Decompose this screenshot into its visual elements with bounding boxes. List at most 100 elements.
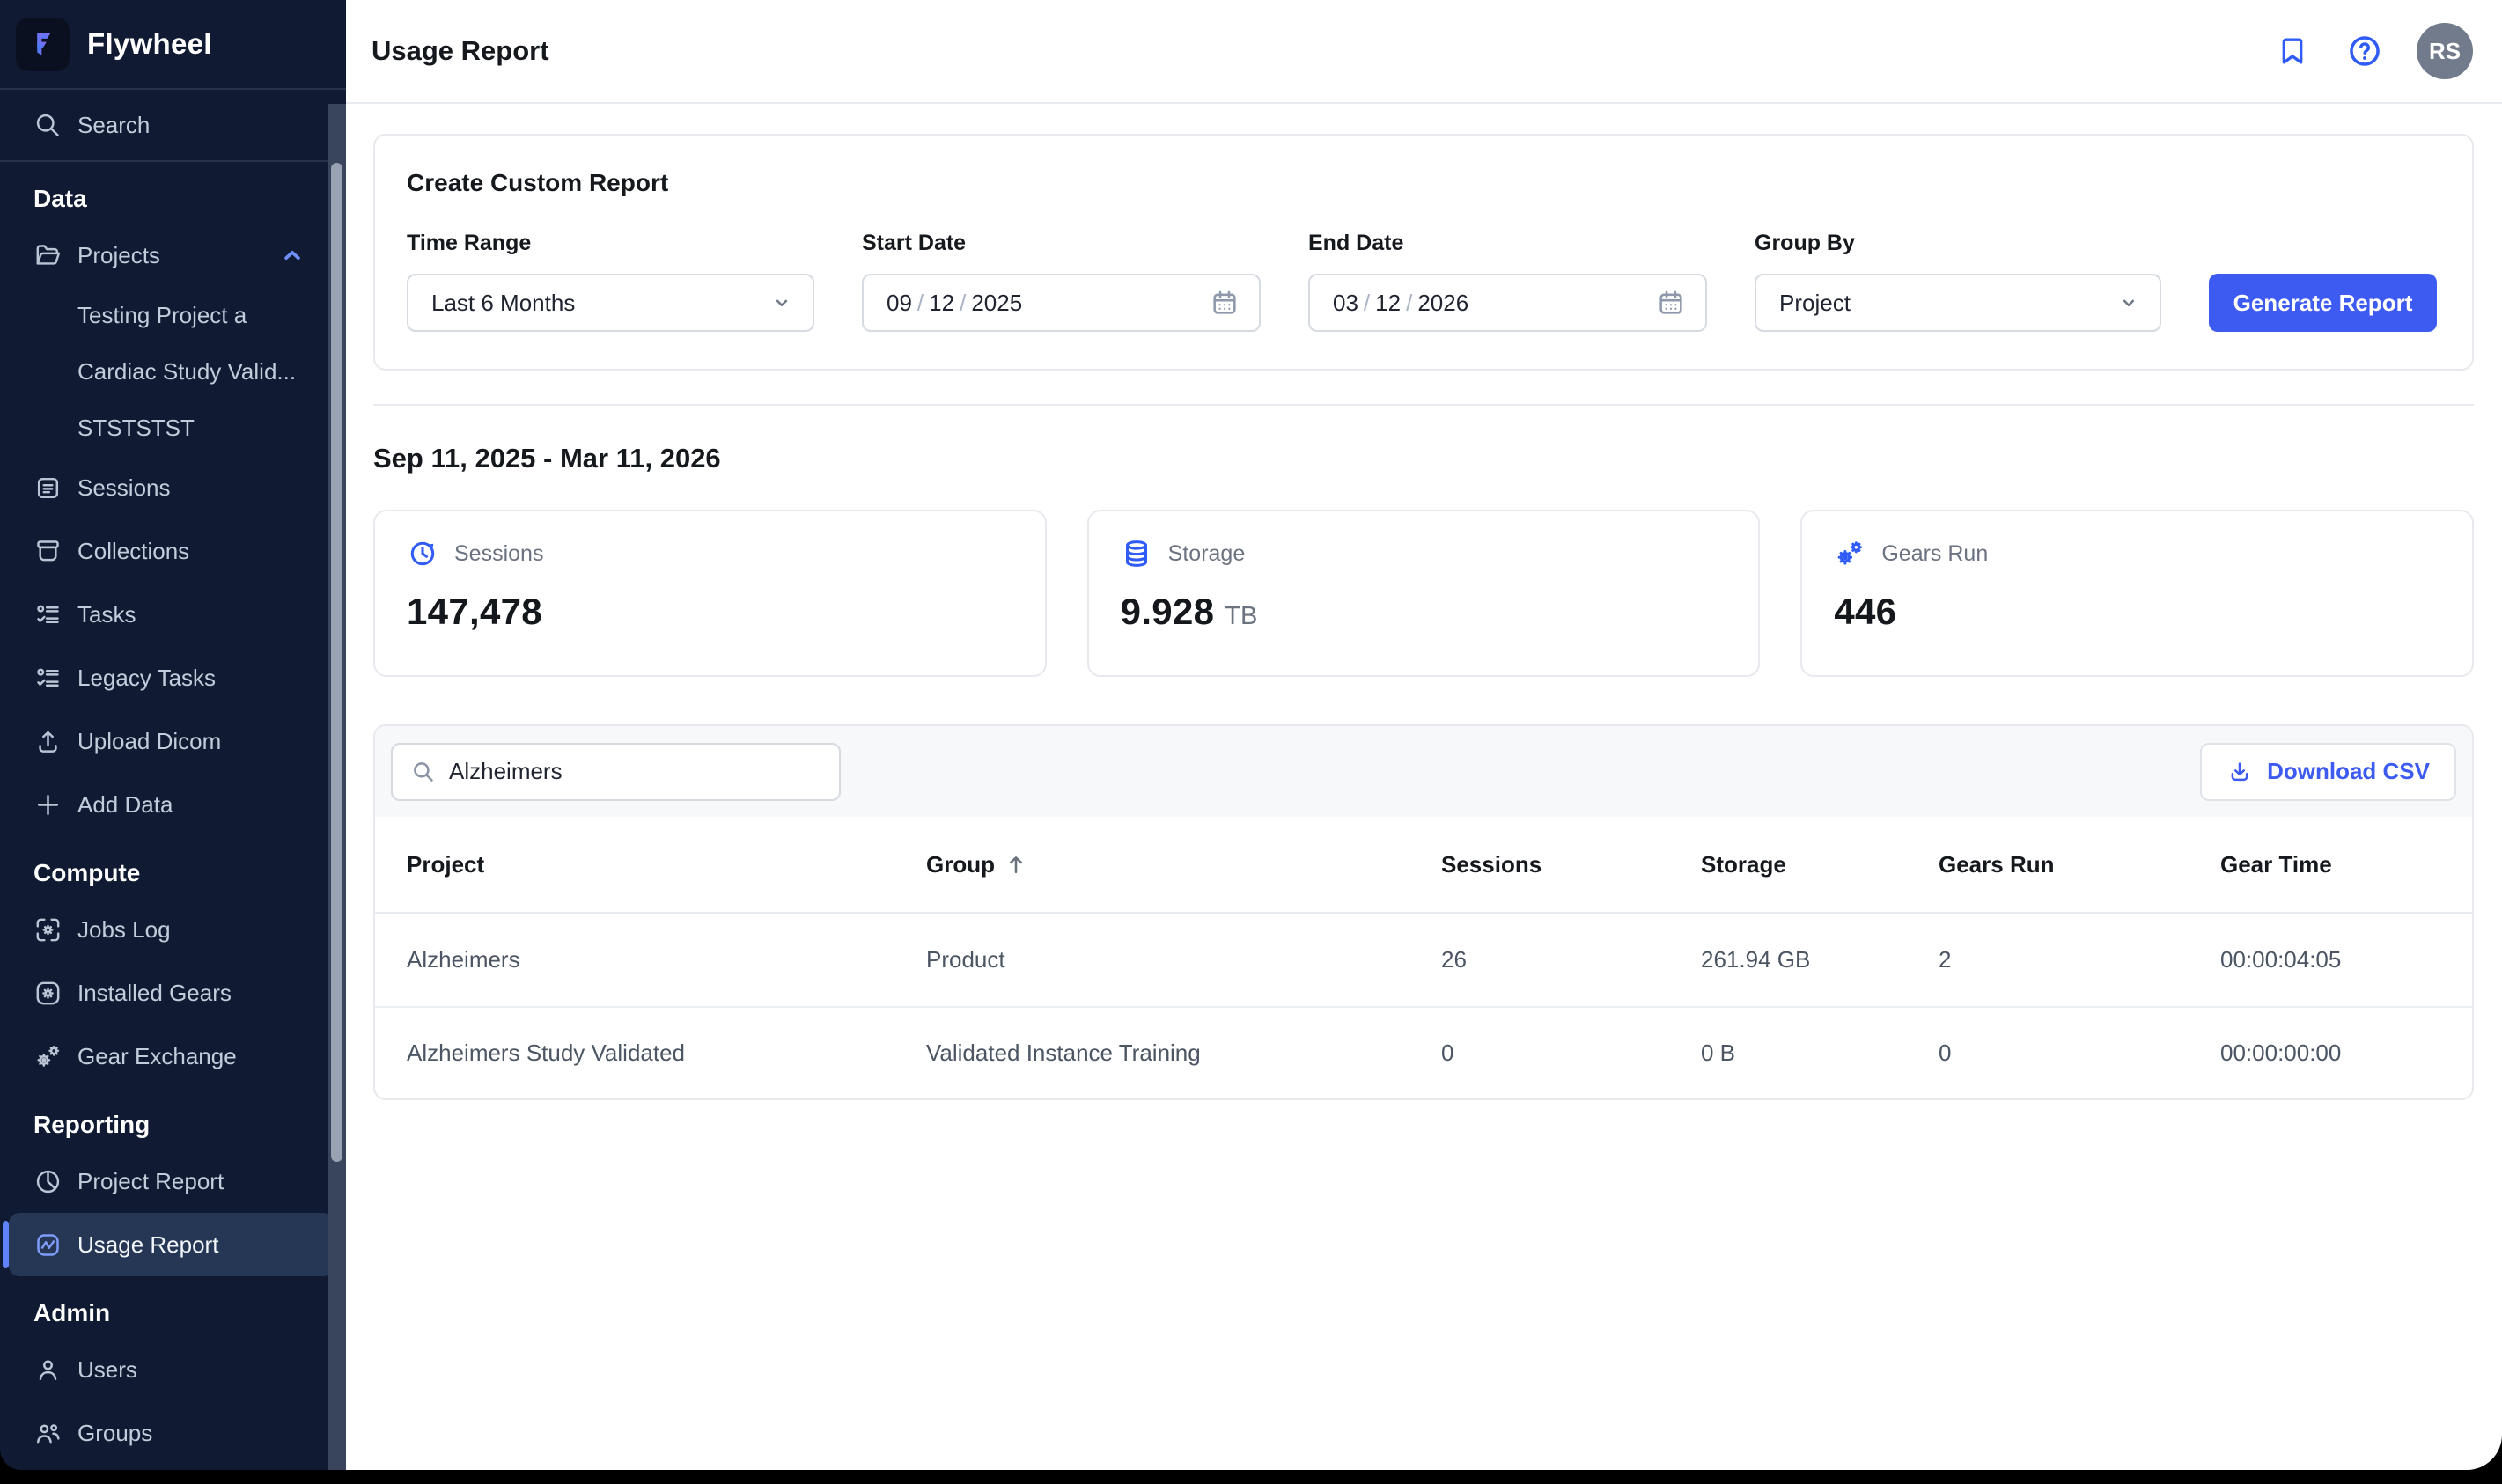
database-icon bbox=[1125, 540, 1147, 567]
group-by-select[interactable]: Project bbox=[1755, 274, 2161, 332]
create-custom-report-card: Create Custom Report Time Range Last 6 M… bbox=[373, 134, 2474, 371]
sidebar-section-compute: Compute bbox=[33, 859, 141, 886]
cell-gear-time: 00:00:00:00 bbox=[2220, 1040, 2342, 1066]
clock-history-icon bbox=[410, 541, 435, 566]
sidebar-item-users[interactable]: Users bbox=[0, 1338, 346, 1401]
end-date-label: End Date bbox=[1308, 231, 1404, 255]
table-header-row: Project Group Sessions Storage Gears Run… bbox=[375, 817, 2472, 914]
sidebar-scrollbar-thumb[interactable] bbox=[331, 163, 342, 1162]
collections-archive-icon bbox=[37, 540, 59, 561]
pie-chart-icon bbox=[36, 1170, 60, 1193]
column-header-storage[interactable]: Storage bbox=[1701, 850, 1786, 878]
cell-gear-time: 00:00:04:05 bbox=[2220, 946, 2342, 973]
table-search-box bbox=[391, 742, 841, 801]
bookmark-icon[interactable] bbox=[2272, 31, 2313, 71]
chevron-down-icon bbox=[776, 299, 788, 306]
sidebar-section-data: Data bbox=[33, 185, 87, 212]
table-search-input[interactable] bbox=[449, 758, 821, 785]
cell-project: Alzheimers Study Validated bbox=[407, 1040, 686, 1066]
stat-label: Sessions bbox=[454, 540, 544, 566]
cell-gears-run: 0 bbox=[1939, 1040, 1952, 1066]
plus-icon bbox=[37, 794, 59, 815]
divider bbox=[0, 160, 346, 162]
flywheel-logo-icon bbox=[16, 17, 70, 71]
cell-gears-run: 2 bbox=[1939, 946, 1952, 973]
date-range-heading: Sep 11, 2025 - Mar 11, 2026 bbox=[373, 443, 721, 474]
time-range-select[interactable]: Last 6 Months bbox=[407, 274, 814, 332]
page-title: Usage Report bbox=[372, 35, 549, 66]
sidebar-item-tasks[interactable]: Tasks bbox=[0, 583, 346, 646]
sidebar-item-upload-dicom[interactable]: Upload Dicom bbox=[0, 709, 346, 773]
stat-value: 147,478 bbox=[407, 591, 542, 632]
divider bbox=[373, 404, 2474, 406]
sidebar-item-projects[interactable]: Projects bbox=[0, 224, 346, 287]
start-date-field: Start Date 09/12/2025 bbox=[862, 231, 1261, 332]
brand[interactable]: Flywheel bbox=[0, 0, 346, 88]
gear-brackets-icon bbox=[36, 918, 60, 941]
download-csv-button[interactable]: Download CSV bbox=[2200, 742, 2456, 801]
cell-storage: 261.94 GB bbox=[1701, 946, 1811, 973]
calendar-icon bbox=[1659, 290, 1682, 314]
group-by-field: Group By Project bbox=[1755, 231, 2161, 332]
table-row: Alzheimers Study Validated Validated Ins… bbox=[375, 1006, 2472, 1098]
sidebar-item-installed-gears[interactable]: Installed Gears bbox=[0, 961, 346, 1025]
content-area: Create Custom Report Time Range Last 6 M… bbox=[346, 104, 2502, 1100]
sidebar-item-project-report[interactable]: Project Report bbox=[0, 1150, 346, 1213]
column-header-project[interactable]: Project bbox=[407, 850, 485, 878]
start-date-input[interactable]: 09/12/2025 bbox=[862, 274, 1261, 332]
sidebar-item-stststst[interactable]: STSTSTST bbox=[77, 414, 195, 441]
column-header-sessions[interactable]: Sessions bbox=[1441, 850, 1542, 878]
sidebar-item-collections[interactable]: Collections bbox=[0, 519, 346, 583]
search-icon bbox=[36, 114, 59, 136]
double-gear-icon bbox=[1837, 541, 1863, 565]
cell-group: Product bbox=[926, 946, 1005, 973]
cell-group: Validated Instance Training bbox=[926, 1040, 1201, 1066]
task-list-icon bbox=[37, 668, 59, 687]
sidebar-item-cardiac-study[interactable]: Cardiac Study Valid... bbox=[77, 357, 297, 385]
table-toolbar: Download CSV bbox=[375, 726, 2472, 817]
column-header-gear-time[interactable]: Gear Time bbox=[2220, 850, 2332, 878]
top-actions: RS bbox=[2272, 23, 2473, 79]
chevron-down-icon bbox=[2123, 299, 2135, 306]
end-date-field: End Date 03/12/2026 bbox=[1308, 231, 1707, 332]
stat-label: Gears Run bbox=[1881, 540, 1989, 566]
end-date-input[interactable]: 03/12/2026 bbox=[1308, 274, 1707, 332]
stat-value: 446 bbox=[1834, 591, 1897, 632]
sidebar-section-reporting: Reporting bbox=[33, 1111, 151, 1138]
sidebar-item-sessions[interactable]: Sessions bbox=[0, 456, 346, 519]
calendar-icon bbox=[1213, 290, 1236, 314]
sidebar-item-gear-exchange[interactable]: Gear Exchange bbox=[0, 1025, 346, 1088]
users-icon bbox=[36, 1423, 60, 1443]
start-date-label: Start Date bbox=[862, 231, 967, 255]
sidebar-item-jobs-log[interactable]: Jobs Log bbox=[0, 898, 346, 961]
brand-name: Flywheel bbox=[87, 27, 212, 60]
time-range-field: Time Range Last 6 Months bbox=[407, 231, 814, 332]
search-icon bbox=[414, 761, 433, 782]
sidebar-item-testing-project-a[interactable]: Testing Project a bbox=[77, 301, 247, 328]
usage-table-card: Download CSV Project Group Sessions Stor… bbox=[373, 724, 2474, 1100]
sidebar-item-legacy-tasks[interactable]: Legacy Tasks bbox=[0, 646, 346, 709]
download-icon bbox=[2231, 761, 2248, 781]
sidebar-item-usage-report[interactable]: Usage Report bbox=[3, 1213, 334, 1276]
sidebar-section-admin: Admin bbox=[33, 1299, 111, 1326]
help-circle-icon[interactable] bbox=[2344, 31, 2385, 71]
avatar[interactable]: RS bbox=[2417, 23, 2473, 79]
table-row: Alzheimers Product 26 261.94 GB 2 00:00:… bbox=[375, 914, 2472, 1006]
cell-project: Alzheimers bbox=[407, 946, 520, 973]
report-form-row: Time Range Last 6 Months Start Date 09/1… bbox=[407, 231, 2437, 332]
gears-run-stat-card: Gears Run 446 bbox=[1800, 510, 2475, 677]
chevron-up-icon[interactable] bbox=[279, 242, 305, 268]
sessions-stat-card: Sessions 147,478 bbox=[373, 510, 1047, 677]
sidebar-item-search[interactable]: Search bbox=[0, 90, 346, 160]
sidebar-item-groups[interactable]: Groups bbox=[0, 1401, 346, 1465]
stats-row: Sessions 147,478 Storage 9.928 TB bbox=[373, 510, 2475, 677]
cell-sessions: 0 bbox=[1441, 1040, 1454, 1066]
column-header-group[interactable]: Group bbox=[926, 851, 1441, 878]
sort-ascending-icon bbox=[1009, 856, 1023, 874]
sessions-card-icon bbox=[37, 477, 59, 498]
column-header-gears-run[interactable]: Gears Run bbox=[1939, 850, 2055, 878]
generate-report-button[interactable]: Generate Report bbox=[2209, 274, 2437, 332]
top-bar: Usage Report RS bbox=[346, 0, 2502, 104]
sidebar-item-add-data[interactable]: Add Data bbox=[0, 773, 346, 836]
